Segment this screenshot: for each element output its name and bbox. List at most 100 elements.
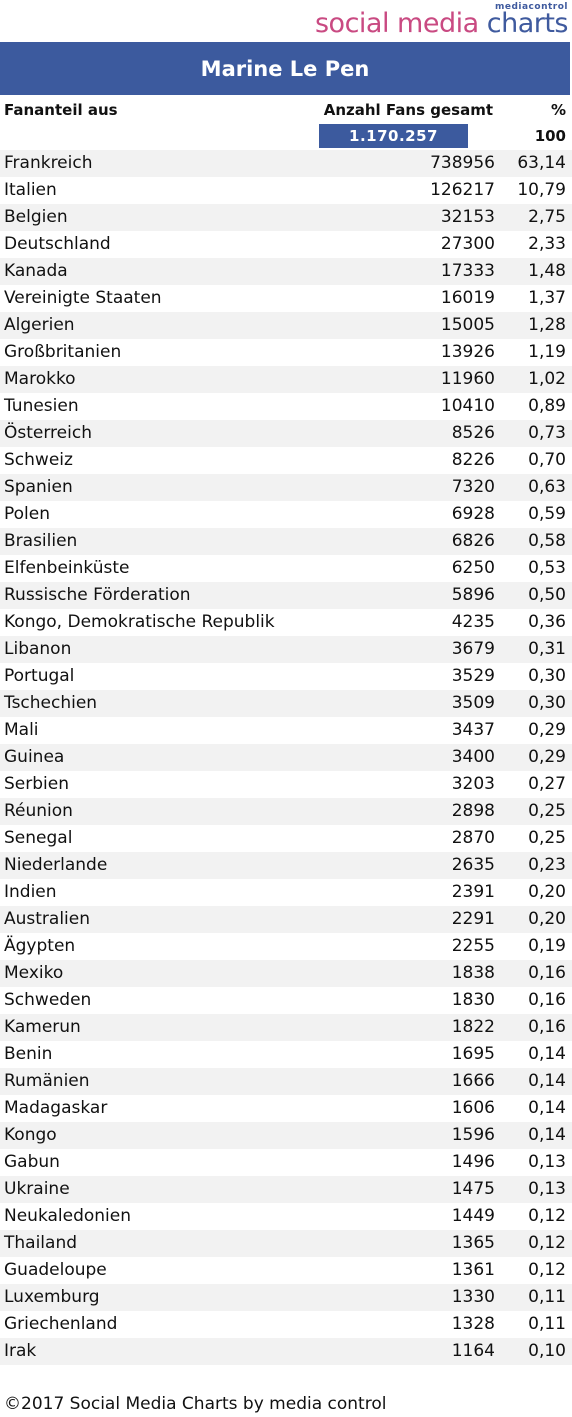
table-row: Réunion 2898 0,25 [0,798,572,825]
header-country: Fananteil aus [4,101,118,119]
country-cell: Vereinigte Staaten [4,288,162,308]
fans-cell: 2255 [451,936,495,956]
table-row: Kanada 17333 1,48 [0,258,572,285]
country-cell: Elfenbeinküste [4,558,130,578]
percent-cell: 0,20 [528,909,566,929]
table-row: Gabun 1496 0,13 [0,1149,572,1176]
table-row: Tschechien 3509 0,30 [0,690,572,717]
percent-cell: 63,14 [517,153,566,173]
fans-cell: 3203 [451,774,495,794]
logo-text: social media charts [314,8,569,39]
percent-cell: 0,12 [528,1233,566,1253]
percent-cell: 1,37 [528,288,566,308]
percent-cell: 0,30 [528,693,566,713]
country-cell: Senegal [4,828,73,848]
fans-cell: 1164 [451,1341,495,1361]
logo-text-main: social media [314,8,487,39]
percent-cell: 0,25 [528,828,566,848]
fans-cell: 2635 [451,855,495,875]
fans-cell: 5896 [451,585,495,605]
fans-cell: 1695 [451,1044,495,1064]
country-cell: Irak [4,1341,37,1361]
percent-cell: 1,02 [528,369,566,389]
fans-cell: 3679 [451,639,495,659]
table-row: Thailand 1365 0,12 [0,1230,572,1257]
percent-cell: 0,29 [528,747,566,767]
country-cell: Algerien [4,315,75,335]
fans-cell: 1361 [451,1260,495,1280]
table-row: Neukaledonien 1449 0,12 [0,1203,572,1230]
percent-cell: 0,27 [528,774,566,794]
country-cell: Thailand [4,1233,78,1253]
fans-cell: 2291 [451,909,495,929]
fans-cell: 2870 [451,828,495,848]
percent-cell: 0,14 [528,1125,566,1145]
table-row: Griechenland 1328 0,11 [0,1311,572,1338]
fans-cell: 2898 [451,801,495,821]
fans-cell: 6826 [451,531,495,551]
brand-logo: mediacontrol social media charts [0,0,572,42]
data-table: Frankreich 738956 63,14 Italien 126217 10,79 B… [0,150,572,1365]
fans-cell: 3400 [451,747,495,767]
country-cell: Kongo [4,1125,57,1145]
total-percent: 100 [534,127,566,145]
percent-cell: 0,16 [528,1017,566,1037]
table-row: Deutschland 27300 2,33 [0,231,572,258]
percent-cell: 0,20 [528,882,566,902]
table-row: Mexiko 1838 0,16 [0,960,572,987]
country-cell: Luxemburg [4,1287,100,1307]
percent-cell: 0,11 [528,1287,566,1307]
table-row: Irak 1164 0,10 [0,1338,572,1365]
table-header: Fananteil aus Anzahl Fans gesamt % [0,97,572,123]
table-row: Indien 2391 0,20 [0,879,572,906]
country-cell: Indien [4,882,57,902]
country-cell: Schweden [4,990,92,1010]
fans-cell: 1596 [451,1125,495,1145]
country-cell: Tschechien [4,693,98,713]
percent-cell: 0,58 [528,531,566,551]
percent-cell: 0,53 [528,558,566,578]
fans-cell: 1830 [451,990,495,1010]
percent-cell: 0,16 [528,963,566,983]
table-row: Rumänien 1666 0,14 [0,1068,572,1095]
fans-cell: 7320 [451,477,495,497]
fans-cell: 8226 [451,450,495,470]
country-cell: Kamerun [4,1017,81,1037]
country-cell: Guadeloupe [4,1260,107,1280]
country-cell: Mali [4,720,39,740]
percent-cell: 0,10 [528,1341,566,1361]
fans-cell: 3529 [451,666,495,686]
table-row: Senegal 2870 0,25 [0,825,572,852]
percent-cell: 0,50 [528,585,566,605]
table-row: Vereinigte Staaten 16019 1,37 [0,285,572,312]
table-row: Schweden 1830 0,16 [0,987,572,1014]
percent-cell: 0,11 [528,1314,566,1334]
table-row: Elfenbeinküste 6250 0,53 [0,555,572,582]
country-cell: Rumänien [4,1071,90,1091]
header-fans: Anzahl Fans gesamt [323,101,493,119]
fans-cell: 16019 [440,288,495,308]
country-cell: Niederlande [4,855,108,875]
percent-cell: 0,36 [528,612,566,632]
table-row: Australien 2291 0,20 [0,906,572,933]
table-row: Benin 1695 0,14 [0,1041,572,1068]
country-cell: Neukaledonien [4,1206,132,1226]
country-cell: Schweiz [4,450,73,470]
table-row: Tunesien 10410 0,89 [0,393,572,420]
percent-cell: 1,28 [528,315,566,335]
fans-cell: 13926 [440,342,495,362]
country-cell: Serbien [4,774,69,794]
country-cell: Italien [4,180,57,200]
fans-cell: 8526 [451,423,495,443]
table-row: Österreich 8526 0,73 [0,420,572,447]
country-cell: Österreich [4,423,92,443]
table-row: Belgien 32153 2,75 [0,204,572,231]
table-row: Mali 3437 0,29 [0,717,572,744]
fans-cell: 1365 [451,1233,495,1253]
country-cell: Kongo, Demokratische Republik [4,612,275,632]
fans-cell: 11960 [440,369,495,389]
percent-cell: 0,73 [528,423,566,443]
percent-cell: 1,48 [528,261,566,281]
table-row: Madagaskar 1606 0,14 [0,1095,572,1122]
table-row: Ukraine 1475 0,13 [0,1176,572,1203]
